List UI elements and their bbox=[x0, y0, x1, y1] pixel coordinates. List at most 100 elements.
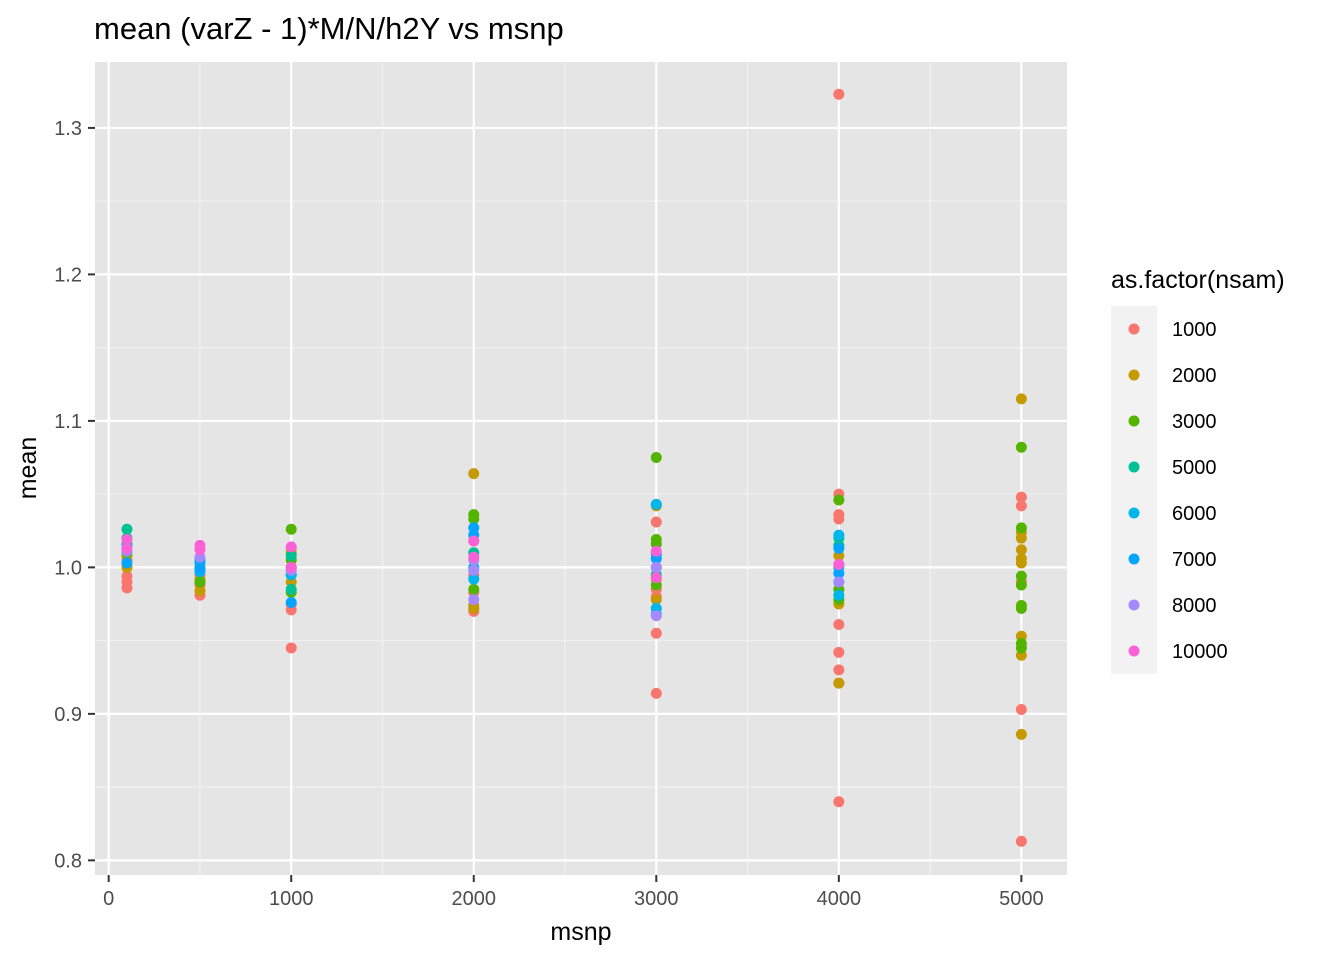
data-point-1000 bbox=[833, 509, 845, 521]
y-tick-label: 0.8 bbox=[54, 850, 82, 872]
chart-title: mean (varZ - 1)*M/N/h2Y vs msnp bbox=[94, 11, 564, 46]
data-point-1000 bbox=[121, 570, 133, 582]
legend-key-6000 bbox=[1128, 507, 1140, 519]
legend-label-7000: 7000 bbox=[1172, 549, 1217, 571]
legend-key-2000 bbox=[1128, 369, 1140, 381]
y-tick-label: 1.2 bbox=[54, 264, 82, 286]
x-tick-label: 2000 bbox=[452, 888, 497, 910]
data-point-5000 bbox=[285, 550, 297, 562]
data-point-10000 bbox=[650, 545, 662, 557]
data-point-8000 bbox=[650, 561, 662, 573]
legend-key-7000 bbox=[1128, 553, 1140, 565]
data-point-6000 bbox=[833, 589, 845, 601]
legend-label-5000: 5000 bbox=[1172, 457, 1217, 479]
x-tick-label: 1000 bbox=[269, 888, 314, 910]
data-point-1000 bbox=[285, 642, 297, 654]
data-point-10000 bbox=[833, 558, 845, 570]
legend-label-1000: 1000 bbox=[1172, 319, 1217, 341]
data-point-7000 bbox=[285, 597, 297, 609]
data-point-3000 bbox=[650, 534, 662, 546]
data-point-10000 bbox=[468, 551, 480, 563]
data-point-1000 bbox=[833, 664, 845, 676]
legend-label-10000: 10000 bbox=[1172, 641, 1228, 663]
data-point-2000 bbox=[194, 585, 206, 597]
data-point-3000 bbox=[468, 509, 480, 521]
data-point-7000 bbox=[833, 542, 845, 554]
data-point-10000 bbox=[194, 539, 206, 551]
data-point-3000 bbox=[1015, 599, 1027, 611]
data-point-3000 bbox=[1015, 570, 1027, 582]
data-point-10000 bbox=[285, 561, 297, 573]
data-point-1000 bbox=[1015, 835, 1027, 847]
data-point-1000 bbox=[833, 88, 845, 100]
data-point-10000 bbox=[121, 534, 133, 546]
data-point-2000 bbox=[650, 594, 662, 606]
legend: as.factor(nsam) 1000 2000 3000 5000 6000 7000… bbox=[1111, 266, 1285, 674]
y-tick-label: 1.0 bbox=[54, 557, 82, 579]
legend-key-1000 bbox=[1128, 323, 1140, 335]
x-tick-label: 3000 bbox=[634, 888, 679, 910]
data-point-10000 bbox=[285, 541, 297, 553]
legend-key-5000 bbox=[1128, 461, 1140, 473]
data-point-5000 bbox=[285, 583, 297, 595]
data-point-3000 bbox=[194, 576, 206, 588]
grid-minor bbox=[95, 62, 1067, 875]
legend-label-2000: 2000 bbox=[1172, 365, 1217, 387]
legend-key-10000 bbox=[1128, 645, 1140, 657]
data-point-1000 bbox=[833, 619, 845, 631]
legend-label-6000: 6000 bbox=[1172, 503, 1217, 525]
data-point-6000 bbox=[833, 529, 845, 541]
y-axis: 0.8 0.9 1.0 1.1 1.2 1.3 bbox=[54, 118, 95, 872]
y-tick-label: 1.3 bbox=[54, 118, 82, 140]
y-tick-label: 1.1 bbox=[54, 411, 82, 433]
data-point-7000 bbox=[833, 567, 845, 579]
x-axis-title: msnp bbox=[550, 918, 611, 946]
data-point-8000 bbox=[833, 576, 845, 588]
data-point-1000 bbox=[650, 516, 662, 528]
data-point-6000 bbox=[650, 498, 662, 510]
data-point-1000 bbox=[650, 687, 662, 699]
legend-key-3000 bbox=[1128, 415, 1140, 427]
data-point-2000 bbox=[833, 677, 845, 689]
data-point-7000 bbox=[121, 557, 133, 569]
data-point-1000 bbox=[1015, 491, 1027, 503]
x-tick-label: 5000 bbox=[999, 888, 1044, 910]
data-point-2000 bbox=[468, 468, 480, 480]
data-point-2000 bbox=[1015, 553, 1027, 565]
legend-key-8000 bbox=[1128, 599, 1140, 611]
data-point-10000 bbox=[121, 542, 133, 554]
data-point-3000 bbox=[833, 494, 845, 506]
data-point-8000 bbox=[650, 610, 662, 622]
data-point-3000 bbox=[285, 523, 297, 535]
data-point-3000 bbox=[650, 452, 662, 464]
legend-label-3000: 3000 bbox=[1172, 411, 1217, 433]
data-point-3000 bbox=[1015, 522, 1027, 534]
data-point-1000 bbox=[1015, 500, 1027, 512]
data-point-3000 bbox=[468, 583, 480, 595]
data-point-8000 bbox=[468, 564, 480, 576]
x-tick-label: 0 bbox=[103, 888, 114, 910]
data-point-1000 bbox=[833, 646, 845, 658]
data-point-1000 bbox=[650, 627, 662, 639]
data-point-10000 bbox=[468, 535, 480, 547]
data-point-6000 bbox=[468, 573, 480, 585]
data-point-3000 bbox=[1015, 441, 1027, 453]
data-point-2000 bbox=[1015, 544, 1027, 556]
data-point-8000 bbox=[468, 594, 480, 606]
x-tick-label: 4000 bbox=[817, 888, 862, 910]
data-point-3000 bbox=[1015, 638, 1027, 650]
plot-panel bbox=[95, 62, 1067, 875]
legend-title: as.factor(nsam) bbox=[1111, 266, 1285, 294]
data-point-1000 bbox=[833, 796, 845, 808]
data-point-2000 bbox=[1015, 393, 1027, 405]
y-axis-title: mean bbox=[14, 437, 42, 500]
legend-label-8000: 8000 bbox=[1172, 595, 1217, 617]
data-point-10000 bbox=[650, 572, 662, 584]
y-tick-label: 0.9 bbox=[54, 704, 82, 726]
data-point-5000 bbox=[121, 523, 133, 535]
data-point-3000 bbox=[1015, 579, 1027, 591]
data-point-2000 bbox=[1015, 728, 1027, 740]
data-point-7000 bbox=[468, 522, 480, 534]
x-axis: 0 1000 2000 3000 4000 5000 bbox=[103, 875, 1044, 910]
